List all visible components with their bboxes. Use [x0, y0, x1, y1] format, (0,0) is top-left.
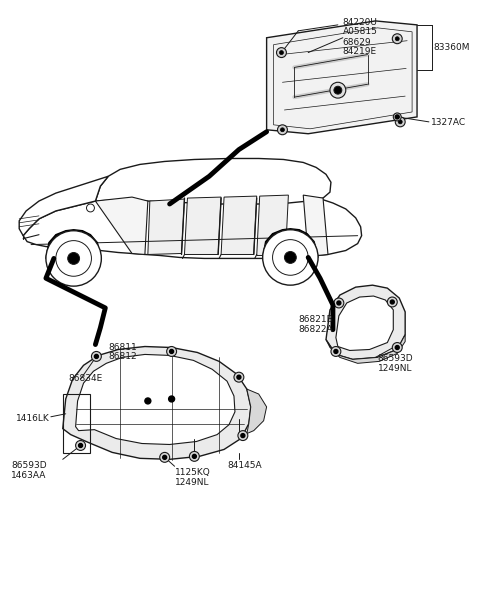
- Polygon shape: [184, 197, 221, 254]
- Circle shape: [398, 120, 402, 124]
- Polygon shape: [96, 197, 148, 254]
- Circle shape: [190, 451, 199, 461]
- Circle shape: [334, 86, 342, 94]
- Circle shape: [387, 297, 397, 307]
- Polygon shape: [19, 176, 108, 236]
- Polygon shape: [76, 355, 235, 445]
- Polygon shape: [266, 21, 417, 134]
- Circle shape: [395, 37, 399, 41]
- Circle shape: [395, 115, 399, 119]
- Text: 83360M: 83360M: [434, 43, 470, 52]
- Text: 86593D: 86593D: [12, 461, 47, 470]
- Circle shape: [276, 47, 287, 58]
- Circle shape: [330, 82, 346, 98]
- Circle shape: [169, 349, 174, 353]
- Text: 1416LK: 1416LK: [16, 414, 50, 423]
- Polygon shape: [336, 296, 393, 350]
- Polygon shape: [96, 158, 331, 204]
- Circle shape: [95, 355, 98, 358]
- Circle shape: [238, 431, 248, 440]
- Polygon shape: [247, 389, 266, 434]
- Circle shape: [334, 349, 338, 353]
- Circle shape: [395, 117, 405, 127]
- Circle shape: [241, 434, 245, 437]
- Text: 1249NL: 1249NL: [175, 478, 209, 487]
- Circle shape: [92, 352, 101, 361]
- Text: 86811: 86811: [108, 343, 137, 352]
- Circle shape: [145, 398, 151, 404]
- Circle shape: [393, 113, 401, 121]
- Circle shape: [280, 128, 285, 132]
- Circle shape: [167, 347, 177, 356]
- Text: 1463AA: 1463AA: [12, 471, 47, 480]
- Circle shape: [279, 50, 283, 55]
- Circle shape: [337, 301, 341, 305]
- Circle shape: [395, 346, 399, 349]
- Text: 86834E: 86834E: [69, 374, 103, 383]
- Text: 1327AC: 1327AC: [431, 118, 466, 127]
- Polygon shape: [257, 195, 288, 256]
- Text: 86812: 86812: [108, 352, 137, 361]
- Circle shape: [163, 455, 167, 460]
- Text: 84219E: 84219E: [343, 47, 377, 56]
- Circle shape: [331, 347, 341, 356]
- Polygon shape: [326, 335, 405, 364]
- Text: A05815: A05815: [343, 27, 378, 36]
- Text: 1249NL: 1249NL: [377, 364, 412, 373]
- Circle shape: [277, 125, 288, 135]
- Circle shape: [46, 231, 101, 286]
- Polygon shape: [23, 192, 361, 259]
- Circle shape: [192, 454, 196, 458]
- Circle shape: [79, 443, 83, 448]
- Text: 84145A: 84145A: [227, 461, 262, 470]
- Polygon shape: [326, 285, 405, 359]
- Text: 86593D: 86593D: [377, 355, 413, 364]
- Circle shape: [285, 251, 296, 263]
- Circle shape: [237, 375, 241, 379]
- Text: 86822A: 86822A: [298, 325, 333, 334]
- Circle shape: [263, 230, 318, 285]
- Polygon shape: [148, 199, 184, 254]
- Text: 68629: 68629: [343, 38, 372, 47]
- Text: 1125KQ: 1125KQ: [175, 468, 210, 477]
- Circle shape: [334, 298, 344, 308]
- Circle shape: [160, 452, 169, 463]
- Circle shape: [76, 440, 85, 451]
- Polygon shape: [303, 195, 328, 256]
- Circle shape: [68, 253, 80, 265]
- Text: 84220U: 84220U: [343, 18, 378, 27]
- Text: 86821B: 86821B: [298, 315, 333, 324]
- Polygon shape: [46, 230, 100, 259]
- Circle shape: [390, 300, 394, 304]
- Circle shape: [392, 34, 402, 44]
- Circle shape: [234, 372, 244, 382]
- Polygon shape: [263, 229, 318, 257]
- Polygon shape: [221, 196, 257, 254]
- Circle shape: [168, 396, 175, 402]
- Circle shape: [392, 343, 402, 352]
- Polygon shape: [63, 347, 251, 460]
